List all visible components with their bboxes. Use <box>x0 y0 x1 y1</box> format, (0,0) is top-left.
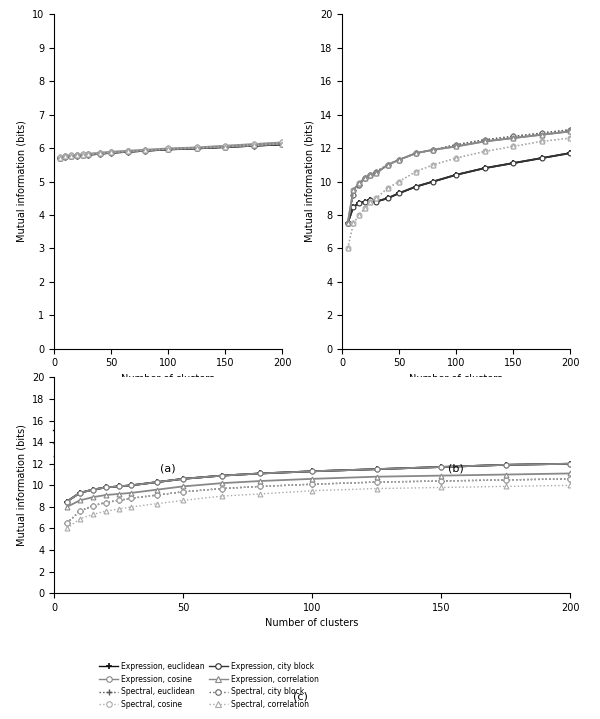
Text: (a): (a) <box>160 464 176 474</box>
Y-axis label: Mutual information (bits): Mutual information (bits) <box>16 121 26 242</box>
Y-axis label: Mutual information (bits): Mutual information (bits) <box>304 121 314 242</box>
Legend: Expression, euclidean, Expression, cosine, Spectral, euclidean, Spectral, cosine: Expression, euclidean, Expression, cosin… <box>341 426 561 474</box>
Legend: Expression, euclidean, Expression, cosine, Spectral, euclidean, Spectral, cosine: Expression, euclidean, Expression, cosin… <box>99 661 319 709</box>
Legend: Expression, euclidean, Expression, cosine, Spectral, euclidean, Spectral, cosine: Expression, euclidean, Expression, cosin… <box>53 426 273 474</box>
X-axis label: Number of clusters: Number of clusters <box>121 374 215 384</box>
X-axis label: Number of clusters: Number of clusters <box>265 618 359 628</box>
X-axis label: Number of clusters: Number of clusters <box>409 374 503 384</box>
Text: (b): (b) <box>448 464 464 474</box>
Y-axis label: Mutual information (bits): Mutual information (bits) <box>16 424 26 546</box>
Text: (c): (c) <box>293 692 307 702</box>
